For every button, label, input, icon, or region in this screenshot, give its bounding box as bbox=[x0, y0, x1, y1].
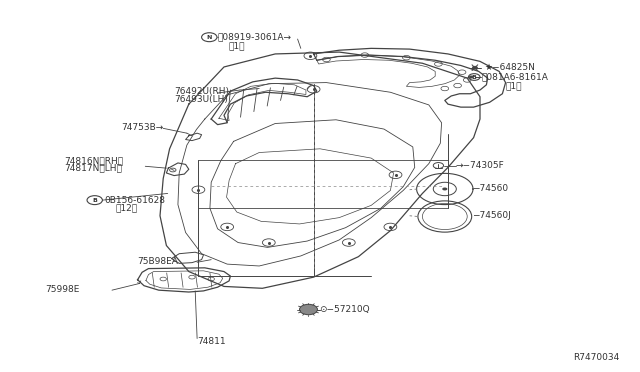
Text: 74753B→: 74753B→ bbox=[122, 123, 164, 132]
Text: ⓝ08919-3061A→: ⓝ08919-3061A→ bbox=[218, 33, 292, 42]
Text: R7470034: R7470034 bbox=[573, 353, 620, 362]
Text: B: B bbox=[92, 198, 97, 203]
Text: −74560: −74560 bbox=[472, 185, 508, 193]
Text: ⊙−57210Q: ⊙−57210Q bbox=[319, 305, 369, 314]
Text: 76492U(RH): 76492U(RH) bbox=[174, 87, 229, 96]
Circle shape bbox=[472, 66, 477, 69]
Text: 74811: 74811 bbox=[197, 337, 226, 346]
Text: 76493U(LH): 76493U(LH) bbox=[174, 95, 228, 104]
Text: N: N bbox=[207, 35, 212, 40]
Text: −74560J: −74560J bbox=[472, 211, 511, 220]
Text: →−74305F: →−74305F bbox=[456, 161, 504, 170]
Text: 74817N〈LH〉: 74817N〈LH〉 bbox=[64, 164, 122, 173]
Text: 0B156-61628: 0B156-61628 bbox=[104, 196, 165, 205]
Text: 75998E: 75998E bbox=[45, 285, 79, 294]
Text: （12）: （12） bbox=[115, 204, 138, 213]
Text: （1）: （1） bbox=[228, 42, 245, 51]
Text: B: B bbox=[472, 74, 477, 80]
Circle shape bbox=[442, 187, 447, 190]
Text: （1）: （1） bbox=[506, 81, 522, 90]
Circle shape bbox=[300, 304, 317, 315]
Text: ★−64825N: ★−64825N bbox=[484, 62, 535, 71]
Text: 74816N〈RH〉: 74816N〈RH〉 bbox=[64, 156, 123, 165]
Text: ⒲081A6-8161A: ⒲081A6-8161A bbox=[481, 73, 548, 81]
Circle shape bbox=[469, 76, 473, 78]
Text: 75B98EA: 75B98EA bbox=[138, 257, 179, 266]
